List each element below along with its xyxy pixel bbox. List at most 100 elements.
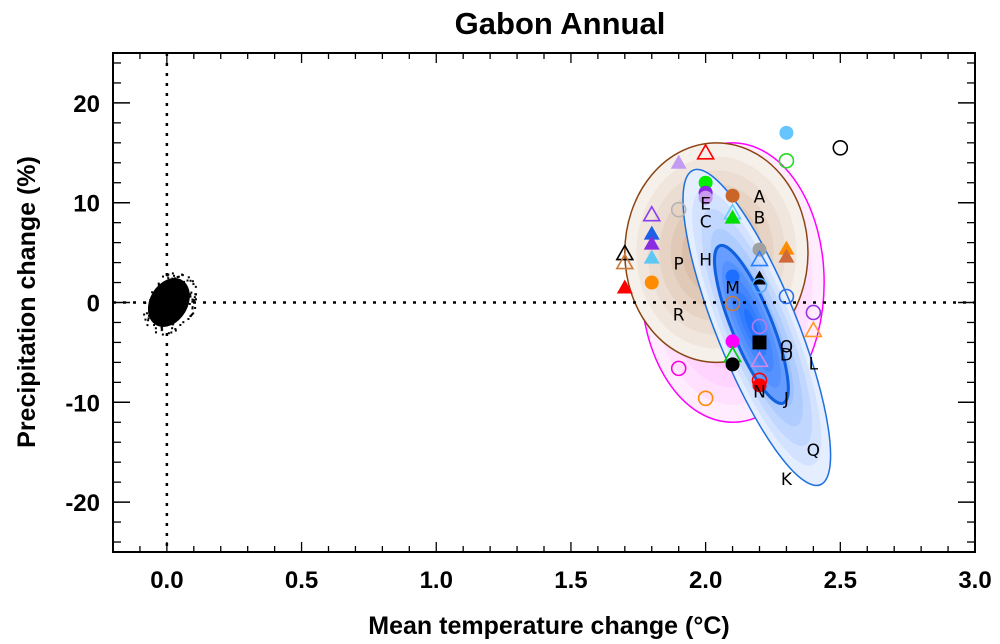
cloud-point xyxy=(191,280,194,283)
marker-circle xyxy=(725,334,740,349)
cloud-point xyxy=(153,314,156,317)
marker-circle xyxy=(752,378,767,393)
x-axis-label: Mean temperature change (°C) xyxy=(368,612,729,640)
letter-label-K: K xyxy=(781,470,793,490)
marker-triangle xyxy=(616,279,633,294)
cloud-point xyxy=(167,332,170,335)
cloud-point xyxy=(183,280,186,283)
cloud-point xyxy=(171,277,174,280)
cloud-point xyxy=(186,279,189,282)
cloud-point xyxy=(159,315,162,318)
cloud-point xyxy=(171,272,174,275)
cloud-point xyxy=(152,312,155,315)
letter-label-J: J xyxy=(783,389,789,409)
cloud-point xyxy=(194,285,197,288)
cloud-point xyxy=(170,282,173,285)
cloud-point xyxy=(174,329,177,332)
marker-circle xyxy=(805,304,822,321)
cloud-point xyxy=(161,333,164,336)
letter-label-B: B xyxy=(754,209,766,229)
cloud-point xyxy=(167,311,170,314)
cloud-point xyxy=(171,297,174,300)
marker-triangle xyxy=(643,225,660,240)
cloud-point xyxy=(158,298,161,301)
cloud-point xyxy=(174,286,177,289)
letter-label-A: A xyxy=(754,188,766,208)
cloud-point xyxy=(156,305,159,308)
cloud-point xyxy=(166,288,169,291)
cloud-point xyxy=(168,291,171,294)
cloud-point xyxy=(193,296,196,299)
cloud-point xyxy=(177,282,180,285)
marker-triangle xyxy=(670,154,687,169)
cloud-point xyxy=(156,303,159,306)
cloud-point xyxy=(181,281,184,284)
letter-label-C: C xyxy=(700,213,712,233)
cloud-point xyxy=(176,275,179,278)
cloud-point xyxy=(161,306,164,309)
cloud-point xyxy=(189,295,192,298)
cloud-point xyxy=(168,319,171,322)
cloud-point xyxy=(193,300,196,303)
marker-circle xyxy=(778,288,795,305)
cloud-point xyxy=(167,280,170,283)
cloud-point xyxy=(170,303,173,306)
x-tick-label: 1.5 xyxy=(554,567,587,594)
cloud-point xyxy=(187,298,190,301)
cloud-point xyxy=(169,303,172,306)
letter-label-R: R xyxy=(673,305,685,325)
cloud-point xyxy=(167,277,170,280)
cloud-point xyxy=(192,283,195,286)
cloud-point xyxy=(182,321,185,324)
cloud-point xyxy=(173,274,176,277)
cloud-point xyxy=(182,297,185,300)
cloud-point xyxy=(158,287,161,290)
cloud-point xyxy=(144,302,147,305)
cloud-point xyxy=(177,275,180,278)
cloud-point xyxy=(158,322,161,325)
cloud-point xyxy=(166,274,169,277)
cloud-point xyxy=(179,323,182,326)
cloud-point xyxy=(171,327,174,330)
y-tick-label: 20 xyxy=(73,91,100,118)
cloud-point xyxy=(181,274,184,277)
marker-circle xyxy=(752,242,767,257)
cloud-point xyxy=(180,284,183,287)
y-axis-label: Precipitation change (%) xyxy=(13,156,41,448)
cloud-point xyxy=(153,293,156,296)
cloud-point xyxy=(158,301,161,304)
cloud-point xyxy=(194,298,197,301)
cloud-point xyxy=(183,310,186,313)
cloud-point xyxy=(179,309,182,312)
cloud-point xyxy=(185,303,188,306)
letter-label-P: P xyxy=(674,255,684,275)
cloud-point xyxy=(151,291,154,294)
cloud-point xyxy=(151,311,154,314)
cloud-point xyxy=(189,279,192,282)
ellipse-blue-inner xyxy=(713,243,790,405)
cloud-point xyxy=(191,306,194,309)
cloud-point xyxy=(159,321,162,324)
cloud-point xyxy=(175,305,178,308)
marker-triangle xyxy=(696,143,716,160)
ellipse-edge xyxy=(713,243,790,405)
marker-triangle xyxy=(750,249,769,267)
cloud-point xyxy=(179,285,182,288)
cloud-point xyxy=(158,314,161,317)
cloud-point xyxy=(193,299,196,302)
marker-circle xyxy=(698,190,713,205)
cloud-point xyxy=(180,292,183,295)
plot-frame xyxy=(112,52,976,553)
letter-label-M: M xyxy=(725,279,740,299)
cloud-point xyxy=(149,299,152,302)
cloud-point xyxy=(163,317,166,320)
marker-circle xyxy=(697,390,714,407)
cloud-point xyxy=(172,303,175,306)
cloud-point xyxy=(183,292,186,295)
marker-square xyxy=(752,335,767,350)
marker-circle xyxy=(751,318,768,335)
cloud-point xyxy=(164,303,167,306)
ellipse-edge xyxy=(682,168,832,487)
cloud-point xyxy=(146,324,149,327)
cloud-point xyxy=(169,304,172,307)
